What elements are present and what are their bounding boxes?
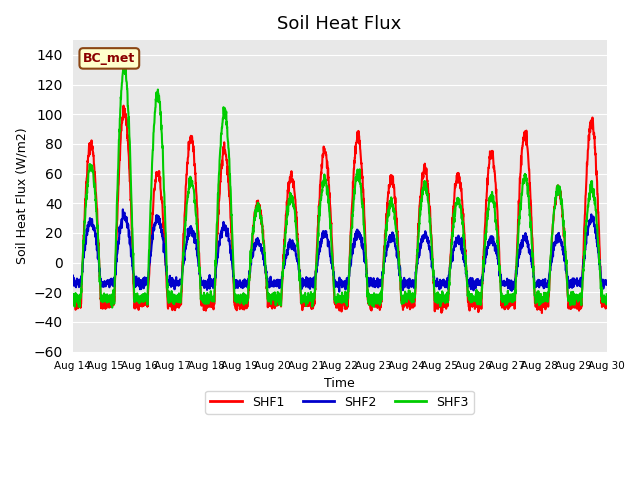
SHF2 bbox=[500, 283, 508, 289]
Y-axis label: Soil Heat Flux (W/m2): Soil Heat Flux (W/m2) bbox=[15, 128, 28, 264]
Line: SHF2: SHF2 bbox=[72, 209, 607, 292]
Line: SHF3: SHF3 bbox=[72, 64, 607, 308]
SHF3 bbox=[68, 293, 76, 299]
SHF1 bbox=[538, 310, 546, 316]
SHF2 bbox=[237, 283, 245, 288]
SHF3 bbox=[372, 293, 380, 299]
SHF3 bbox=[531, 293, 539, 299]
SHF2 bbox=[531, 280, 539, 286]
SHF3 bbox=[596, 258, 604, 264]
SHF1 bbox=[372, 301, 380, 307]
SHF2 bbox=[603, 277, 611, 283]
Legend: SHF1, SHF2, SHF3: SHF1, SHF2, SHF3 bbox=[205, 391, 474, 414]
SHF1 bbox=[603, 300, 611, 306]
SHF1 bbox=[596, 242, 604, 248]
SHF3 bbox=[122, 78, 130, 84]
SHF3 bbox=[603, 291, 611, 297]
SHF3 bbox=[108, 305, 116, 311]
SHF2 bbox=[596, 262, 604, 267]
SHF3 bbox=[120, 61, 128, 67]
X-axis label: Time: Time bbox=[324, 377, 355, 390]
SHF3 bbox=[500, 296, 508, 302]
SHF2 bbox=[372, 283, 380, 289]
SHF1 bbox=[122, 116, 130, 121]
Text: BC_met: BC_met bbox=[83, 52, 136, 65]
SHF1 bbox=[500, 299, 508, 305]
SHF2 bbox=[335, 289, 343, 295]
SHF1 bbox=[120, 103, 127, 108]
SHF1 bbox=[68, 300, 76, 305]
Title: Soil Heat Flux: Soil Heat Flux bbox=[278, 15, 402, 33]
SHF2 bbox=[68, 277, 76, 283]
SHF1 bbox=[237, 303, 245, 309]
SHF1 bbox=[531, 288, 538, 294]
SHF3 bbox=[237, 298, 245, 303]
SHF2 bbox=[119, 206, 127, 212]
SHF2 bbox=[122, 219, 130, 225]
Line: SHF1: SHF1 bbox=[72, 106, 607, 313]
